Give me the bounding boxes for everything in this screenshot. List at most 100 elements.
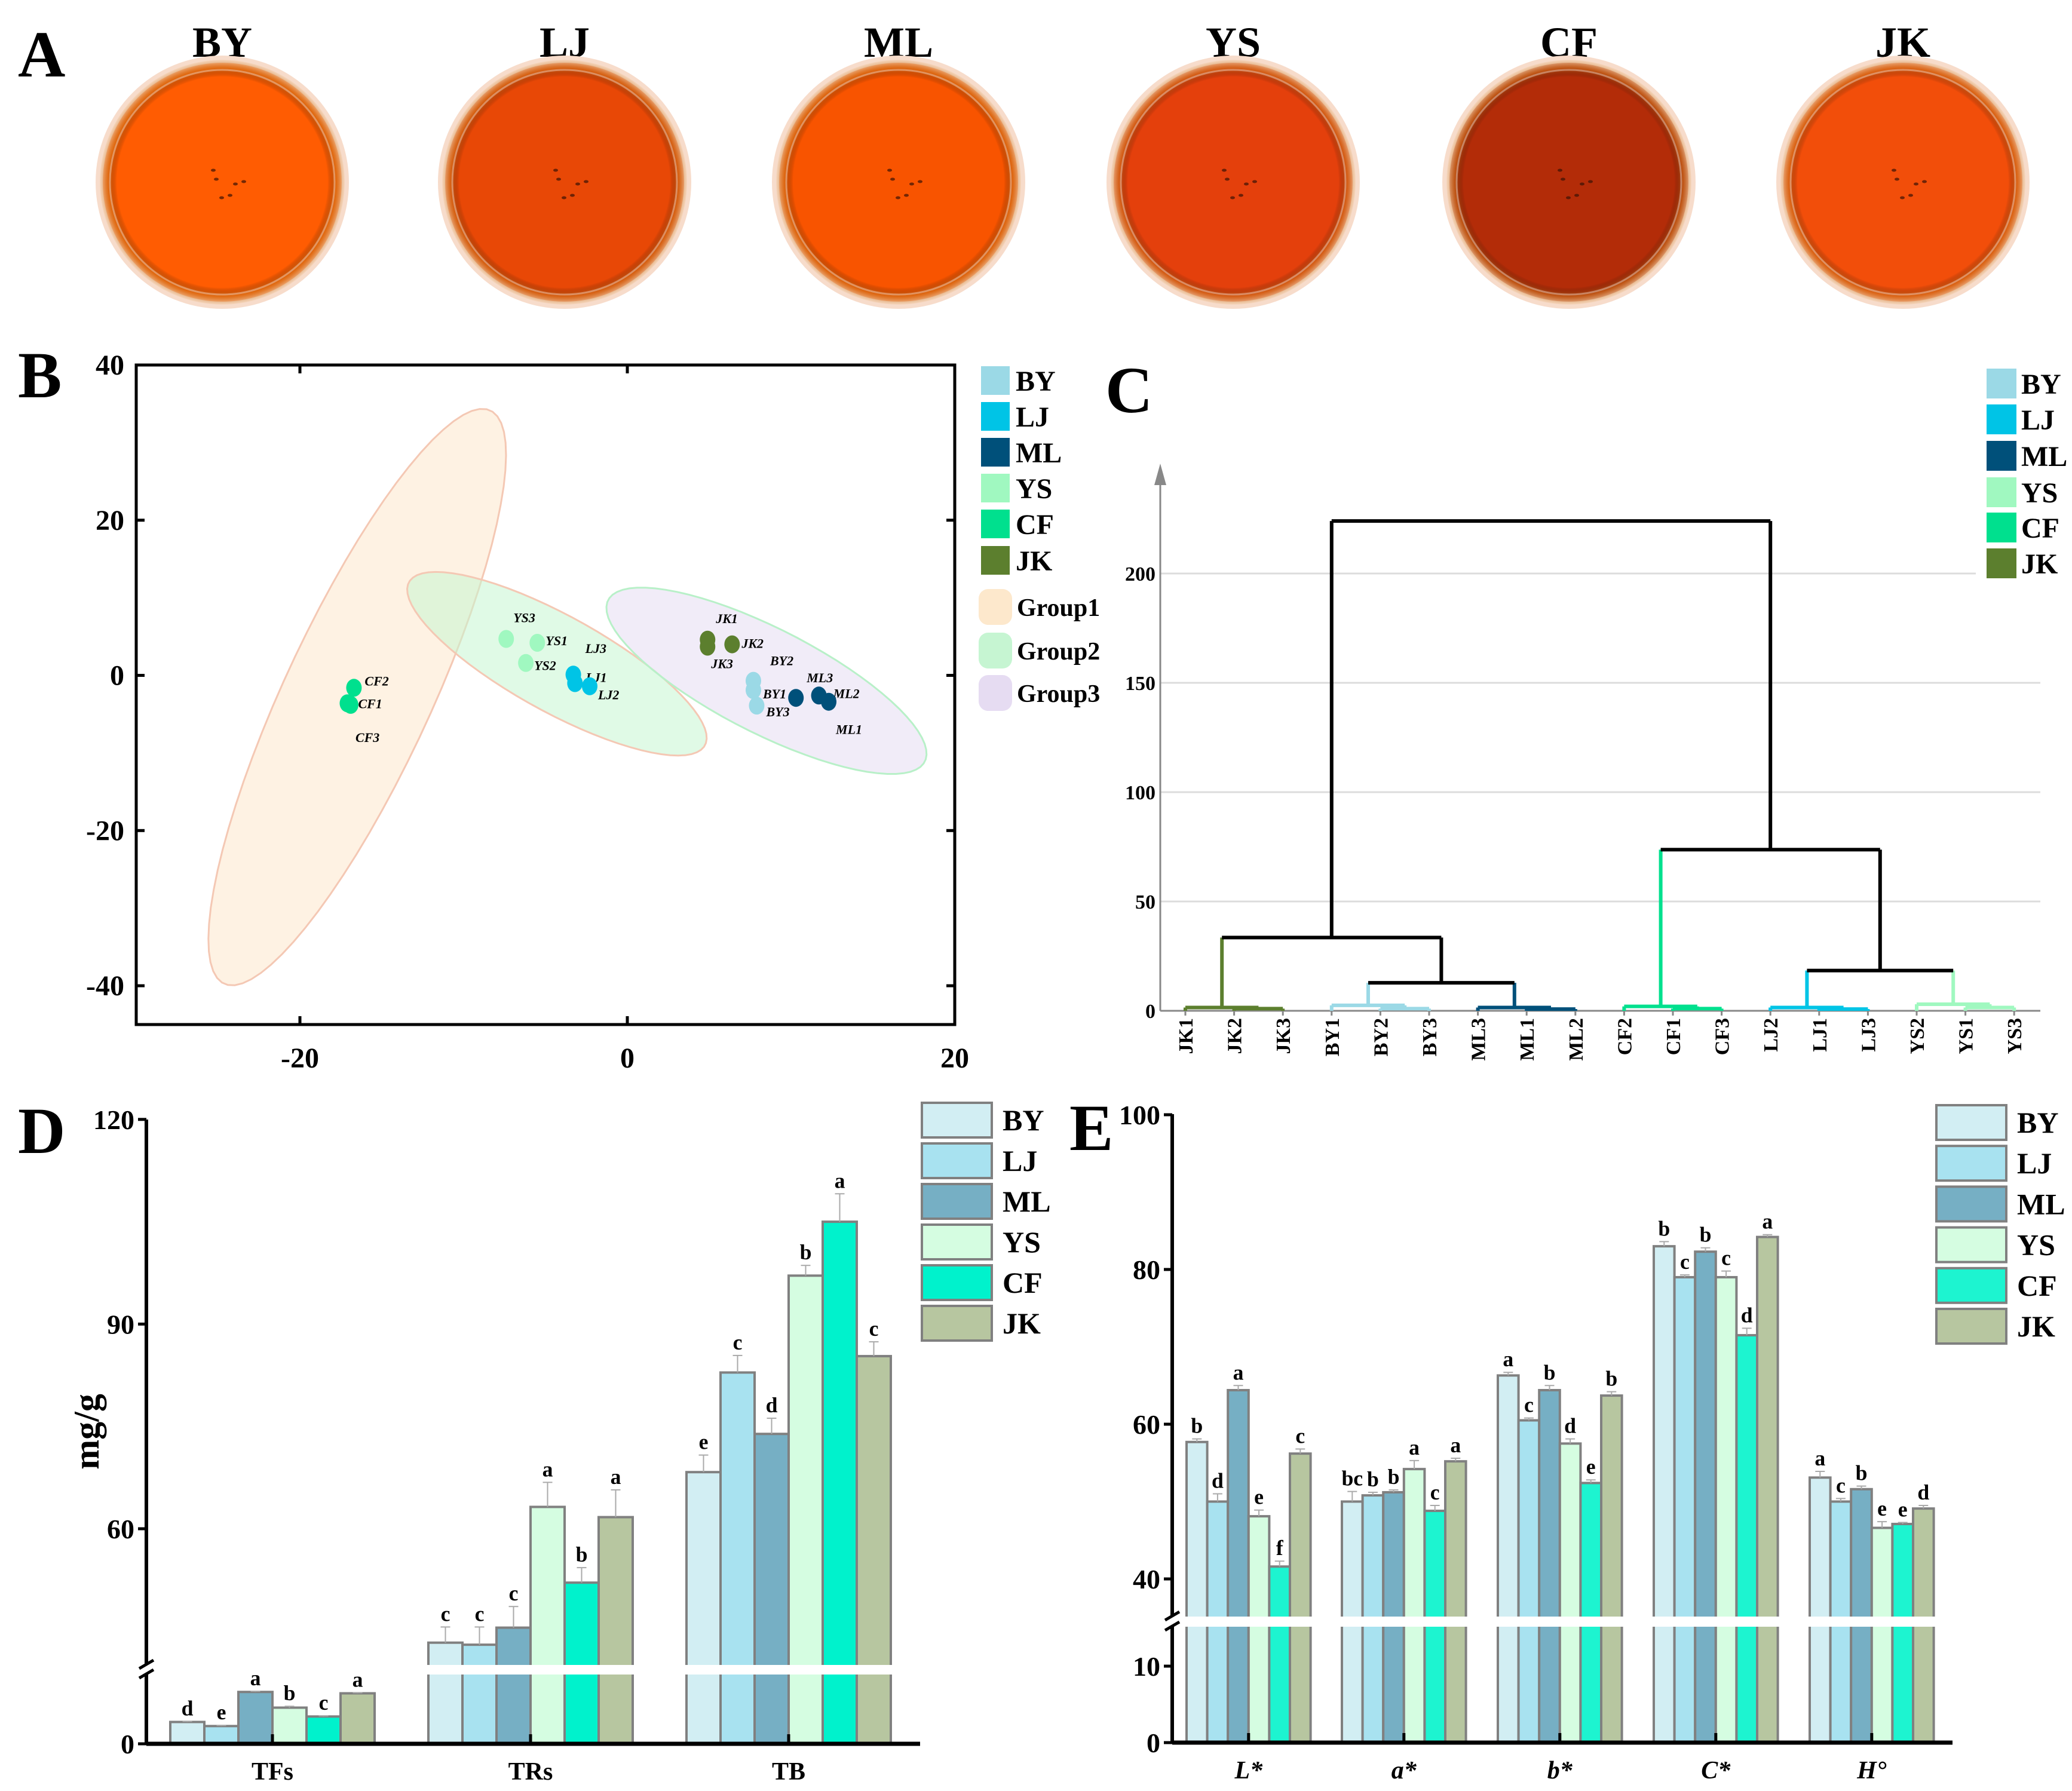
significance-letter: c: [509, 1581, 519, 1605]
tea-particle: [1580, 182, 1584, 186]
legend-label: JK: [2017, 1309, 2055, 1343]
y-tick-label: 10: [1133, 1651, 1160, 1682]
plate-highlight: [109, 69, 336, 296]
axis-break-band: [134, 1665, 920, 1675]
bar-cf-1: [1423, 1510, 1446, 1744]
significance-letter: d: [1741, 1303, 1753, 1327]
y-tick-label: 40: [96, 349, 124, 381]
legend-swatch-by: [1935, 1104, 2007, 1141]
panel-label-d: D: [18, 1094, 65, 1167]
x-category-label: a*: [1391, 1757, 1417, 1784]
point-label: JK3: [710, 656, 733, 671]
bar-ml-3: [1694, 1250, 1717, 1744]
legend-swatch-by: [1987, 369, 2016, 398]
plate-highlight: [1455, 69, 1682, 296]
legend-swatch-lj: [921, 1142, 993, 1179]
legend-label: LJ: [1016, 401, 1049, 433]
significance-letter: a: [1450, 1433, 1461, 1457]
significance-letter: a: [1409, 1436, 1420, 1459]
legend-label: CF: [2021, 513, 2059, 544]
significance-letter: c: [733, 1330, 743, 1354]
point-label: YS1: [545, 633, 568, 648]
legend-swatch-ys: [1987, 477, 2016, 507]
y-tick-label: 150: [1125, 673, 1155, 695]
significance-letter: a: [542, 1457, 553, 1481]
bar-ys-3: [1714, 1275, 1738, 1744]
significance-letter: c: [1680, 1250, 1690, 1274]
significance-letter: c: [1524, 1393, 1534, 1417]
y-tick-label: 60: [1133, 1409, 1160, 1440]
point-label: ML1: [835, 722, 862, 737]
legend-label: Group3: [1017, 680, 1100, 708]
bar-by-0: [1185, 1440, 1209, 1744]
significance-letter: c: [1721, 1246, 1731, 1270]
tea-particle: [219, 196, 224, 200]
legend-swatch-jk: [1935, 1308, 2007, 1345]
legend-swatch-ys: [1935, 1226, 2007, 1263]
y-tick-label: 60: [107, 1514, 134, 1544]
bar-jk-0: [339, 1692, 376, 1745]
significance-letter: b: [1367, 1467, 1379, 1491]
bar-ys-1: [1402, 1468, 1426, 1744]
tea-particle: [1230, 196, 1235, 200]
plate-highlight: [1789, 69, 2016, 296]
tea-plate-by: BY: [96, 19, 349, 309]
leaf-label: LJ2: [1760, 1018, 1782, 1052]
scatter-point-ml1: [821, 692, 837, 711]
point-label: JK2: [741, 636, 764, 651]
significance-letter: c: [441, 1602, 450, 1626]
legend-label: JK: [1016, 545, 1052, 577]
plate-edge-shading: [1780, 60, 2025, 305]
significance-letter: b: [1191, 1414, 1203, 1438]
axis-break-band: [1160, 1617, 1953, 1627]
significance-letter: e: [1898, 1497, 1908, 1521]
bar-ys-4: [1870, 1526, 1894, 1744]
legend-label: JK: [1003, 1307, 1041, 1340]
point-label: YS2: [534, 658, 556, 673]
leaf-label: LJ3: [1858, 1018, 1880, 1052]
legend-label: ML: [2017, 1187, 2065, 1220]
legend-label: ML: [1016, 437, 1062, 469]
tea-particle: [1900, 196, 1905, 200]
x-category-label: TB: [772, 1758, 805, 1786]
y-tick-label: -20: [86, 815, 124, 847]
bar-lj-2: [719, 1371, 756, 1745]
y-tick-label: 100: [1125, 782, 1155, 804]
scatter-point-by3: [749, 697, 765, 715]
leaf-label: CF3: [1712, 1018, 1734, 1055]
significance-letter: d: [766, 1393, 778, 1417]
tea-particle: [1222, 168, 1227, 172]
point-label: LJ3: [585, 641, 606, 656]
tea-particle: [1244, 182, 1249, 186]
legend-swatch-ml: [1987, 441, 2016, 471]
plot-frame: [134, 363, 957, 1026]
scatter-point-ys3: [498, 630, 514, 648]
leaf-label: ML3: [1468, 1018, 1490, 1061]
bar-cf-3: [1735, 1334, 1758, 1744]
confidence-ellipse-group1: [207, 408, 507, 986]
y-tick-label: 20: [96, 505, 124, 536]
panel-c-dendrogram: C 0 50 100 150 200 JK1 JK2 JK3 BY1 BY2 BY3 ML3 ML1 ML2…: [1105, 354, 2067, 1061]
legend-label: LJ: [1003, 1144, 1037, 1177]
significance-letter: a: [835, 1169, 845, 1192]
significance-letter: e: [1586, 1455, 1596, 1479]
leaf-label: CF2: [1614, 1018, 1636, 1055]
y-tick-label: 80: [1133, 1255, 1160, 1285]
legend-swatch-lj: [981, 402, 1010, 431]
legend-label: CF: [1003, 1266, 1043, 1299]
significance-letter: a: [1762, 1210, 1773, 1234]
significance-letter: d: [182, 1696, 194, 1720]
significance-letter: b: [1388, 1465, 1400, 1489]
bar-by-3: [1653, 1245, 1676, 1744]
y-tick-label: 0: [121, 1729, 134, 1759]
bar-ml-0: [1227, 1389, 1250, 1744]
legend-label: ML: [1003, 1185, 1051, 1218]
legend-swatch-cf: [921, 1264, 993, 1301]
tea-particle: [241, 180, 246, 183]
significance-letter: b: [1700, 1223, 1712, 1247]
significance-letter: e: [1877, 1496, 1887, 1520]
bar-ml-0: [237, 1691, 274, 1746]
significance-letter: e: [1254, 1485, 1264, 1509]
legend-label: BY: [2017, 1106, 2058, 1139]
